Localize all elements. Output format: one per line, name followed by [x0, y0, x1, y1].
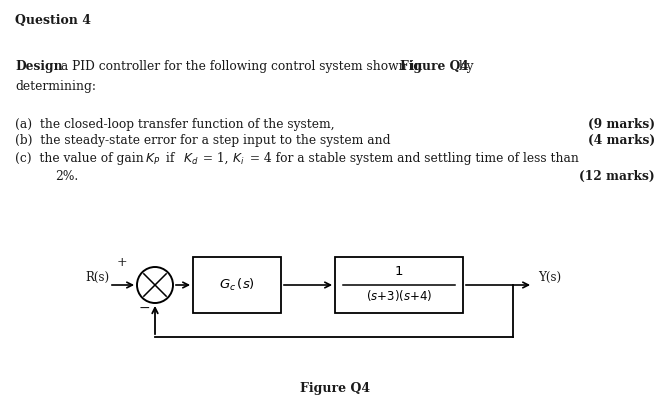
Text: $(s{+}3)(s{+}4)$: $(s{+}3)(s{+}4)$ [366, 288, 432, 303]
Text: (9 marks): (9 marks) [588, 118, 655, 131]
Text: (b)  the steady-state error for a step input to the system and: (b) the steady-state error for a step in… [15, 134, 391, 147]
Text: $K_i$: $K_i$ [232, 152, 245, 167]
Bar [193, 257, 281, 313]
Text: Design: Design [15, 60, 62, 73]
Text: Figure Q4: Figure Q4 [300, 382, 370, 395]
Text: (a)  the closed-loop transfer function of the system,: (a) the closed-loop transfer function of… [15, 118, 334, 131]
Text: Y(s): Y(s) [538, 271, 561, 284]
Text: (12 marks): (12 marks) [580, 170, 655, 183]
Text: determining:: determining: [15, 80, 96, 93]
Text: a PID controller for the following control system shown in: a PID controller for the following contr… [57, 60, 426, 73]
Text: (c)  the value of gain: (c) the value of gain [15, 152, 147, 165]
Text: = 1,: = 1, [199, 152, 232, 165]
Text: −: − [139, 301, 151, 315]
Text: (4 marks): (4 marks) [588, 134, 655, 147]
Text: Figure Q4: Figure Q4 [400, 60, 469, 73]
Text: R(s): R(s) [85, 271, 109, 284]
Text: $G_c\,(s)$: $G_c\,(s)$ [219, 277, 255, 293]
Text: 1: 1 [395, 265, 403, 278]
Text: if: if [162, 152, 178, 165]
Text: Question 4: Question 4 [15, 14, 91, 27]
Text: $K_d$: $K_d$ [183, 152, 198, 167]
Text: 2%.: 2%. [55, 170, 78, 183]
Text: = 4 for a stable system and settling time of less than: = 4 for a stable system and settling tim… [246, 152, 579, 165]
Text: +: + [117, 256, 127, 269]
Text: $K_P$: $K_P$ [145, 152, 160, 167]
Bar [335, 257, 463, 313]
Text: by: by [455, 60, 474, 73]
